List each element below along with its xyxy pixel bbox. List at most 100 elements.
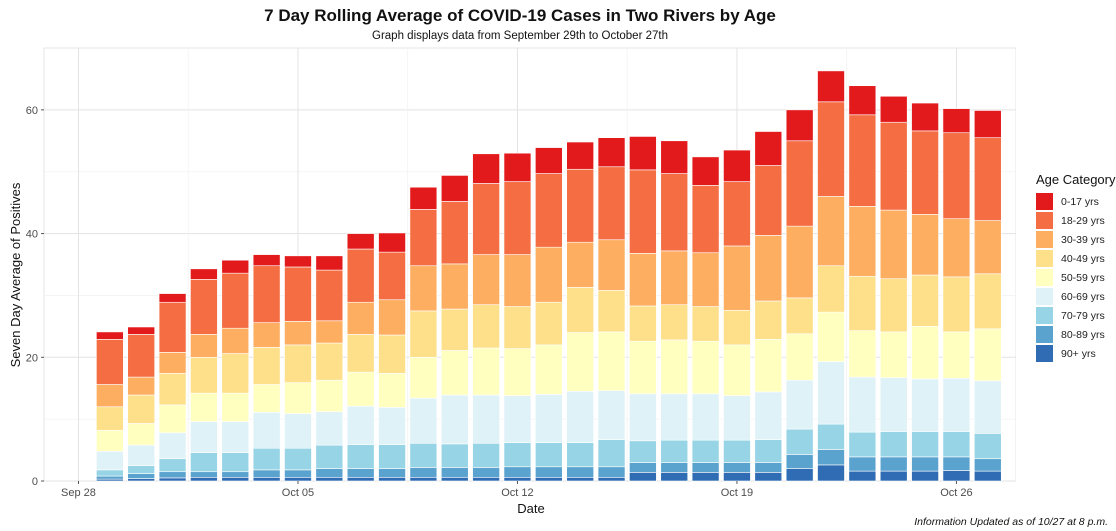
bar-segment-0-17-yrs: [96, 331, 124, 340]
bar-segment-18-29-yrs: [691, 185, 720, 254]
bar-segment-40-49-yrs: [691, 306, 720, 342]
bar-segment-70-79-yrs: [472, 442, 500, 468]
bar-segment-18-29-yrs: [785, 140, 814, 227]
bar-segment-90-yrs: [973, 470, 1002, 482]
bar-segment-0-17-yrs: [973, 110, 1002, 139]
bar-segment-60-69-yrs: [190, 421, 218, 453]
bar-segment-30-39-yrs: [252, 322, 281, 348]
bar-segment-80-89-yrs: [848, 456, 877, 472]
bar-segment-50-59-yrs: [127, 423, 155, 446]
bar-segment-50-59-yrs: [566, 332, 594, 392]
bar-segment-50-59-yrs: [503, 348, 532, 396]
bar-segment-40-49-yrs: [221, 353, 250, 394]
bar-segment-0-17-yrs: [284, 255, 312, 268]
bar-segment-30-39-yrs: [346, 301, 375, 335]
bar-segment-80-89-yrs: [472, 467, 500, 478]
bar-segment-18-29-yrs: [346, 248, 375, 303]
legend-swatch: [1036, 307, 1053, 324]
bar-segment-0-17-yrs: [440, 175, 469, 202]
bar-segment-0-17-yrs: [629, 136, 657, 171]
bar-segment-80-89-yrs: [879, 456, 908, 472]
bar-segment-70-79-yrs: [96, 469, 124, 477]
bar-segment-50-59-yrs: [973, 328, 1002, 382]
bar-segment-0-17-yrs: [691, 156, 720, 186]
bar-segment-30-39-yrs: [629, 253, 657, 307]
legend-item: 50-59 yrs: [1036, 268, 1116, 287]
bar-segment-90-yrs: [660, 472, 689, 482]
legend-item: 90+ yrs: [1036, 344, 1116, 363]
bar-segment-80-89-yrs: [629, 462, 657, 473]
x-axis-title: Date: [517, 501, 544, 516]
stacked-bar-chart: 0 20 40 60 Sep 28 Oct 05 Oct 12 Oct 19 Oct 26 D…: [8, 47, 1016, 516]
legend-item: 40-49 yrs: [1036, 249, 1116, 268]
bar-segment-50-59-yrs: [879, 331, 908, 378]
bar-segment-90-yrs: [691, 472, 720, 482]
bar-segment-18-29-yrs: [221, 272, 250, 329]
bar-segment-80-89-yrs: [942, 456, 971, 471]
bar-segment-40-49-yrs: [754, 300, 783, 340]
bar-segment-90-yrs: [284, 476, 312, 482]
bar-segment-80-89-yrs: [440, 467, 469, 478]
bar-segment-70-79-yrs: [660, 439, 689, 463]
bar-segment-30-39-yrs: [911, 214, 939, 276]
bar-segment-80-89-yrs: [190, 471, 218, 478]
legend-label: 50-59 yrs: [1061, 271, 1105, 284]
bar-segment-70-79-yrs: [942, 431, 971, 458]
bar-segment-18-29-yrs: [472, 183, 500, 255]
bar-segment-80-89-yrs: [535, 466, 563, 478]
bar-segment-0-17-yrs: [409, 186, 438, 210]
bar-segment-0-17-yrs: [503, 152, 532, 182]
bar-segment-90-yrs: [879, 470, 908, 482]
bar-segment-30-39-yrs: [190, 334, 218, 358]
bar-segment-30-39-yrs: [221, 327, 250, 354]
bar-segment-30-39-yrs: [472, 254, 500, 306]
bar-segment-40-49-yrs: [911, 274, 939, 327]
bar-segment-30-39-yrs: [158, 352, 187, 374]
chart-title: 7 Day Rolling Average of COVID-19 Cases …: [264, 6, 776, 25]
bar-segment-40-49-yrs: [879, 278, 908, 333]
bar-segment-60-69-yrs: [535, 394, 563, 443]
bar-segment-18-29-yrs: [817, 101, 845, 197]
bar-segment-18-29-yrs: [127, 334, 155, 378]
bar-segment-60-69-yrs: [127, 444, 155, 466]
bar-segment-0-17-yrs: [252, 254, 281, 267]
bar-segment-30-39-yrs: [535, 246, 563, 303]
x-tick-label: Oct 19: [721, 487, 753, 499]
bar-segment-30-39-yrs: [660, 250, 689, 306]
bar-segment-30-39-yrs: [691, 252, 720, 307]
bar-segment-0-17-yrs: [315, 255, 344, 271]
bar-segment-90-yrs: [848, 470, 877, 482]
bar-segment-18-29-yrs: [754, 165, 783, 236]
bar-segment-60-69-yrs: [378, 407, 406, 445]
bar-segment-90-yrs: [817, 464, 845, 482]
footnote: Information Updated as of 10/27 at 8 p.m…: [914, 516, 1108, 528]
bar-segment-90-yrs: [911, 470, 939, 482]
legend-item: 18-29 yrs: [1036, 211, 1116, 230]
bar-segment-70-79-yrs: [127, 465, 155, 474]
bar-segment-18-29-yrs: [409, 209, 438, 267]
bar-segment-50-59-yrs: [535, 344, 563, 395]
bar-segment-60-69-yrs: [785, 379, 814, 430]
bar-segment-18-29-yrs: [315, 269, 344, 322]
legend-item: 0-17 yrs: [1036, 192, 1116, 211]
bar-segment-30-39-yrs: [973, 220, 1002, 275]
bar-segment-70-79-yrs: [691, 439, 720, 463]
bar-segment-40-49-yrs: [190, 356, 218, 394]
bar-segment-60-69-yrs: [315, 411, 344, 446]
bar-segment-50-59-yrs: [252, 384, 281, 413]
bar-segment-40-49-yrs: [503, 306, 532, 349]
bar-segment-90-yrs: [535, 476, 563, 482]
bar-segment-90-yrs: [503, 476, 532, 482]
bar-segment-90-yrs: [158, 477, 187, 482]
bar-segment-0-17-yrs: [723, 149, 751, 182]
bar-segment-0-17-yrs: [221, 259, 250, 274]
bar-segment-90-yrs: [597, 476, 626, 482]
bar-segment-40-49-yrs: [535, 301, 563, 346]
bar-segment-30-39-yrs: [127, 376, 155, 396]
bar-segment-50-59-yrs: [754, 339, 783, 393]
bar-segment-70-79-yrs: [973, 433, 1002, 460]
bar-segment-30-39-yrs: [817, 196, 845, 267]
bar-segment-40-49-yrs: [440, 308, 469, 351]
bar-segment-40-49-yrs: [942, 276, 971, 333]
bar-segment-50-59-yrs: [911, 326, 939, 380]
